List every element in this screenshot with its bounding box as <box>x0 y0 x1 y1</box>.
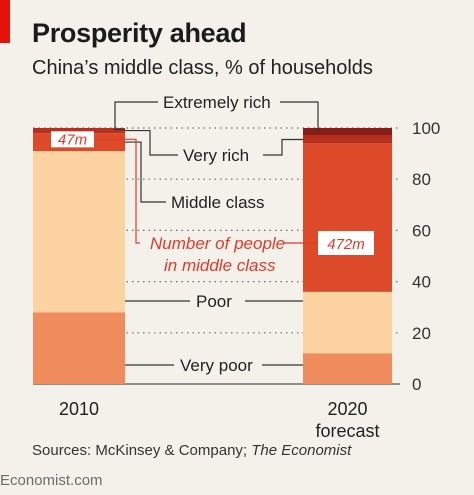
bar-2010-very-rich <box>33 128 125 134</box>
connector-annotation-left <box>94 138 140 244</box>
label-very-poor: Very poor <box>180 356 253 375</box>
y-tick-80: 80 <box>412 170 431 189</box>
people-box-2010 <box>51 131 94 148</box>
bar-2020-very-poor <box>303 353 392 384</box>
source-prefix: Sources: McKinsey & Company; <box>32 442 252 459</box>
bar-2020-middle-class <box>303 143 392 292</box>
source-publication: The Economist <box>251 442 352 459</box>
bar-2010-poor <box>33 151 125 313</box>
annotation-line-2: in middle class <box>164 256 276 275</box>
connector-middle-class <box>125 141 166 203</box>
connector-extremely-rich-left <box>114 101 158 131</box>
bar-2020-extremely-rich <box>303 128 392 136</box>
y-tick-100: 100 <box>412 119 440 138</box>
y-tick-0: 0 <box>412 375 421 394</box>
x-label-2020: 2020 <box>327 399 367 419</box>
bar-2010-very-poor <box>33 312 125 384</box>
people-value-2010: 47m <box>58 131 87 148</box>
label-extremely-rich: Extremely rich <box>163 93 271 112</box>
annotation-line-1: Number of people <box>150 234 285 253</box>
connector-extremely-rich-right <box>280 101 319 131</box>
y-tick-60: 60 <box>412 221 431 240</box>
y-tick-labels: 0 20 40 60 80 100 <box>412 119 440 394</box>
footer-credit: Economist.com <box>0 472 103 489</box>
y-tick-40: 40 <box>412 273 431 292</box>
y-tick-20: 20 <box>412 324 431 343</box>
chart-subtitle: China’s middle class, % of households <box>32 57 373 79</box>
x-label-2010: 2010 <box>59 399 99 419</box>
x-sublabel-2020: forecast <box>315 421 379 441</box>
bar-2020-poor <box>303 291 392 354</box>
people-box-2020 <box>318 231 374 255</box>
connector-very-rich-left <box>125 129 178 156</box>
series-labels: Extremely rich Very rich Middle class Poor V… <box>51 93 374 375</box>
source-note: Sources: McKinsey & Company; The Economi… <box>32 442 351 459</box>
connector-very-rich-right <box>263 138 303 156</box>
label-poor: Poor <box>196 292 232 311</box>
chart-title: Prosperity ahead <box>32 18 247 48</box>
label-very-rich: Very rich <box>183 146 249 165</box>
people-value-2020: 472m <box>327 236 365 253</box>
brand-accent-bar <box>0 0 10 43</box>
bar-2020-very-rich <box>303 135 392 144</box>
label-middle-class: Middle class <box>171 193 265 212</box>
